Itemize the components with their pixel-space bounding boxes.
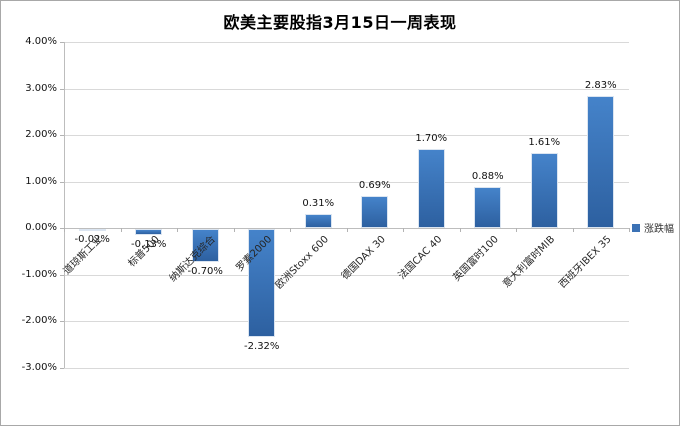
bar-3 [248, 229, 276, 338]
y-tick [60, 181, 64, 183]
bar-7 [474, 187, 502, 229]
bar-value-label: -0.13% [131, 239, 167, 251]
bar-2 [191, 229, 219, 262]
bar-value-label: 0.31% [302, 197, 335, 209]
legend-marker-icon [632, 223, 640, 232]
bar-9 [587, 96, 615, 229]
y-axis-label: 0.00% [25, 222, 57, 234]
y-tick [60, 321, 64, 323]
bar-value-label: 0.69% [358, 180, 391, 192]
x-tick [516, 228, 517, 233]
gridline [64, 88, 629, 90]
gridline [64, 42, 629, 43]
bar-0 [78, 229, 106, 232]
gridline [64, 274, 629, 276]
y-tick [60, 135, 64, 137]
y-axis-label: -3.00% [21, 362, 57, 373]
chart-title: 欧美主要股指3月15日一周表现 [223, 13, 457, 32]
y-axis-label: 1.00% [25, 175, 57, 187]
gridline [64, 368, 629, 369]
x-tick [572, 228, 574, 233]
gridline [64, 181, 629, 183]
y-tick [60, 88, 64, 90]
bar-value-label: -0.02% [74, 234, 110, 246]
bar-value-label: 0.88% [471, 171, 504, 183]
bar-value-label: -0.70% [187, 265, 223, 277]
bar-value-label: 1.70% [415, 133, 448, 145]
y-tick [60, 42, 64, 43]
y-tick [60, 274, 64, 276]
category-label: 意大利富时MIB [500, 234, 558, 291]
x-tick [346, 228, 348, 233]
bar-5 [361, 196, 389, 229]
bar-8 [530, 153, 558, 229]
x-tick [459, 228, 461, 233]
bar-4 [304, 213, 332, 229]
y-axis-label: -2.00% [21, 315, 57, 327]
bar-6 [417, 149, 445, 229]
gridline [64, 135, 629, 137]
bar-1 [135, 229, 163, 236]
category-label: 英国富时100 [450, 234, 501, 284]
x-tick [403, 228, 404, 233]
bar-value-label: 1.61% [528, 137, 561, 149]
x-tick [64, 228, 65, 233]
legend-label: 涨跌幅 [644, 224, 674, 235]
x-tick [233, 228, 235, 233]
y-axis-label: -1.00% [21, 268, 57, 280]
x-tick [629, 228, 630, 233]
x-tick [177, 228, 178, 233]
y-axis-line [64, 42, 65, 368]
bar-value-label: 2.83% [584, 80, 617, 92]
x-tick [120, 228, 122, 233]
bar-value-label: -2.32% [244, 341, 280, 353]
category-label: 欧洲Stoxx 600 [273, 234, 332, 292]
y-axis-label: 4.00% [25, 36, 57, 47]
y-axis-label: 3.00% [25, 82, 57, 94]
y-tick [60, 228, 64, 230]
category-label: 西班牙IBEX 35 [557, 234, 614, 291]
y-axis-label: 2.00% [25, 129, 57, 141]
y-tick [60, 368, 64, 369]
x-tick [290, 228, 291, 233]
legend: 涨跌幅 [632, 220, 674, 235]
gridline [64, 321, 629, 323]
